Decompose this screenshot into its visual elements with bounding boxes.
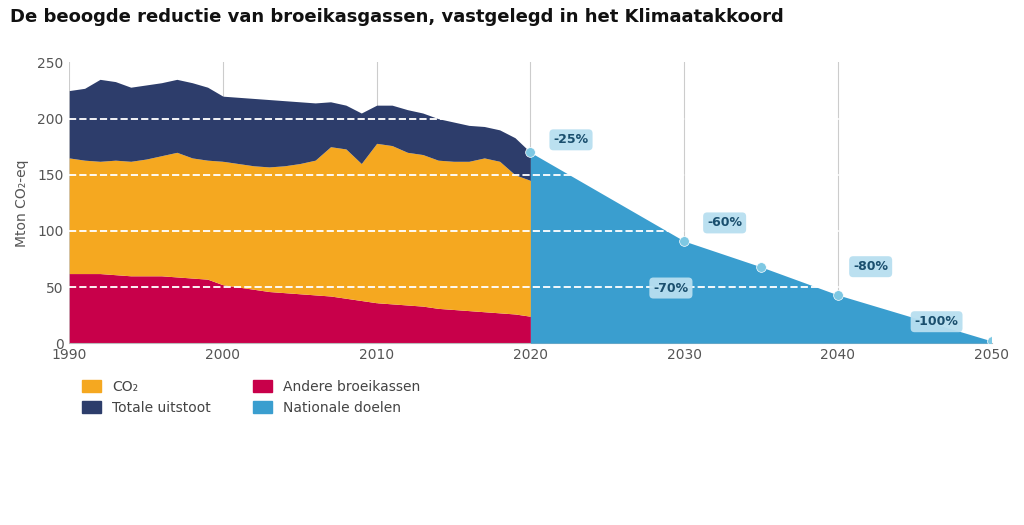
Text: -70%: -70% [653,281,688,295]
Text: -25%: -25% [553,133,589,146]
Text: -80%: -80% [853,260,888,273]
Text: -100%: -100% [914,315,958,328]
Text: De beoogde reductie van broeikasgassen, vastgelegd in het Klimaatakkoord: De beoogde reductie van broeikasgassen, … [10,8,784,26]
Text: -60%: -60% [708,216,742,229]
Legend: CO₂, Totale uitstoot, Andere broeikassen, Nationale doelen: CO₂, Totale uitstoot, Andere broeikassen… [76,374,426,421]
Y-axis label: Mton CO₂-eq: Mton CO₂-eq [15,159,29,247]
